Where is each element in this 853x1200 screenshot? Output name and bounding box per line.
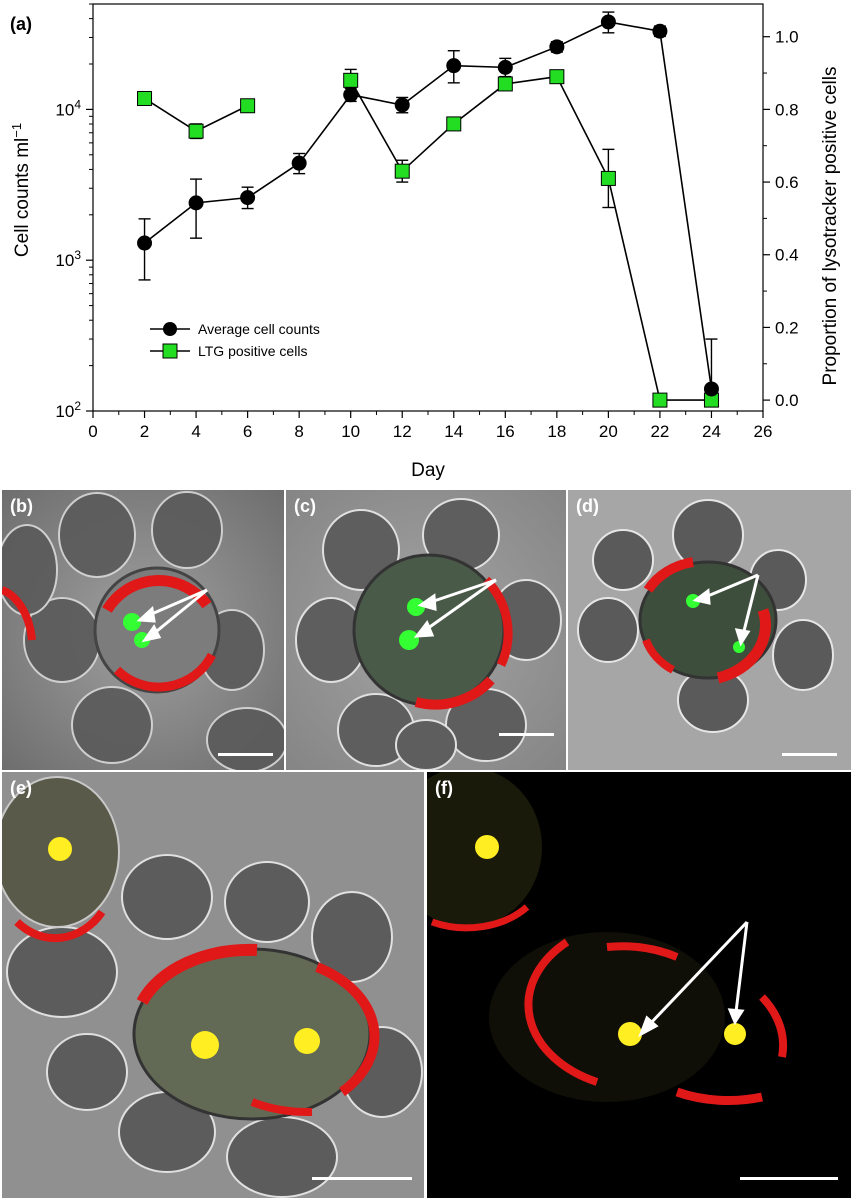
scale-bar-b bbox=[218, 753, 273, 756]
micrograph-image-b bbox=[2, 490, 284, 770]
micrograph-panel-b: (b) bbox=[2, 490, 284, 770]
point-cell-counts bbox=[394, 97, 410, 113]
micrograph-image-f bbox=[427, 772, 851, 1198]
x-tick-label: 6 bbox=[243, 422, 252, 441]
y-right-tick-label: 0.2 bbox=[775, 318, 799, 337]
y-left-tick-label: 104 bbox=[55, 97, 81, 119]
legend-marker-ltg bbox=[162, 343, 178, 359]
micrograph-image-e bbox=[2, 772, 424, 1198]
point-cell-counts bbox=[188, 195, 204, 211]
point-ltg bbox=[549, 69, 565, 85]
point-cell-counts bbox=[703, 381, 719, 397]
series-layer bbox=[137, 11, 719, 408]
x-tick-label: 4 bbox=[191, 422, 200, 441]
y-right-tick-label: 0.4 bbox=[775, 246, 799, 265]
micrograph-image-c bbox=[286, 490, 566, 770]
x-tick-label: 26 bbox=[754, 422, 773, 441]
point-cell-counts bbox=[652, 23, 668, 39]
arrows-c bbox=[413, 578, 497, 638]
x-tick-label: 24 bbox=[702, 422, 721, 441]
point-ltg bbox=[600, 170, 616, 186]
point-ltg bbox=[137, 90, 153, 106]
panel-label-b: (b) bbox=[10, 496, 33, 516]
point-cell-counts bbox=[343, 87, 359, 103]
arrows-f bbox=[638, 920, 749, 1038]
arrows-b bbox=[136, 588, 208, 643]
chart-panel-a: (a) 0 2 4 6 8 10 12 14 16 18 20 22 24 261021031040.00… bbox=[9, 3, 841, 481]
point-cell-counts bbox=[137, 235, 153, 251]
x-tick-label: 8 bbox=[294, 422, 303, 441]
point-ltg bbox=[394, 163, 410, 179]
axes-layer: 0 2 4 6 8 10 12 14 16 18 20 22 24 261021031040.00.20.… bbox=[55, 3, 799, 441]
x-tick-label: 0 bbox=[88, 422, 97, 441]
point-ltg bbox=[652, 392, 668, 408]
point-cell-counts bbox=[600, 14, 616, 30]
point-cell-counts bbox=[240, 190, 256, 206]
y-right-tick-label: 0.8 bbox=[775, 100, 799, 119]
micrograph-panel-f: (f) bbox=[427, 772, 851, 1198]
point-ltg bbox=[240, 98, 256, 114]
legend-label-ltg: LTG positive cells bbox=[198, 343, 307, 359]
x-tick-label: 14 bbox=[444, 422, 463, 441]
micrograph-image-d bbox=[568, 490, 851, 770]
arrows-d bbox=[692, 573, 760, 647]
point-cell-counts bbox=[446, 58, 462, 74]
micrograph-panel-d: (d) bbox=[568, 490, 851, 770]
x-tick-label: 12 bbox=[393, 422, 412, 441]
scale-bar-c bbox=[499, 733, 554, 736]
y-axis-label-left-text: Cell counts ml bbox=[12, 138, 33, 257]
y-axis-label-left-superscript: −1 bbox=[9, 123, 24, 138]
point-ltg bbox=[343, 72, 359, 88]
micrograph-panel-c: (c) bbox=[286, 490, 566, 770]
x-tick-label: 20 bbox=[599, 422, 618, 441]
y-right-tick-label: 0.6 bbox=[775, 173, 799, 192]
panel-label-f: (f) bbox=[435, 778, 453, 798]
point-ltg bbox=[446, 116, 462, 132]
x-tick-label: 22 bbox=[650, 422, 669, 441]
scale-bar-d bbox=[782, 753, 837, 756]
y-left-tick-label: 102 bbox=[55, 399, 81, 421]
x-tick-label: 18 bbox=[547, 422, 566, 441]
point-ltg bbox=[497, 76, 513, 92]
panel-label-e: (e) bbox=[10, 778, 32, 798]
legend: Average cell counts LTG positive cells bbox=[150, 321, 320, 359]
y-right-tick-label: 0.0 bbox=[775, 391, 799, 410]
y-left-tick-label: 103 bbox=[55, 248, 81, 270]
panel-label-d: (d) bbox=[576, 496, 599, 516]
panel-label-c: (c) bbox=[294, 496, 316, 516]
point-cell-counts bbox=[549, 39, 565, 55]
x-tick-label: 16 bbox=[496, 422, 515, 441]
x-tick-label: 2 bbox=[140, 422, 149, 441]
micrograph-panel-e: (e) bbox=[2, 772, 424, 1198]
series-line-cell-counts bbox=[144, 21, 713, 390]
scale-bar-f bbox=[740, 1177, 838, 1180]
y-axis-label-right: Proportion of lysotracker positive cells bbox=[820, 67, 841, 386]
y-axis-label-left: Cell counts ml−1 bbox=[9, 123, 33, 257]
panel-label-a: (a) bbox=[10, 14, 32, 34]
scale-bar-e bbox=[312, 1177, 412, 1180]
x-axis-label: Day bbox=[411, 460, 445, 481]
series-line-ltg bbox=[349, 75, 712, 401]
point-cell-counts bbox=[291, 155, 307, 171]
point-ltg bbox=[188, 123, 204, 139]
y-right-tick-label: 1.0 bbox=[775, 28, 799, 47]
legend-label-cell-counts: Average cell counts bbox=[198, 321, 320, 337]
x-tick-label: 10 bbox=[341, 422, 360, 441]
legend-marker-cell-counts bbox=[163, 322, 177, 336]
point-cell-counts bbox=[497, 59, 513, 75]
